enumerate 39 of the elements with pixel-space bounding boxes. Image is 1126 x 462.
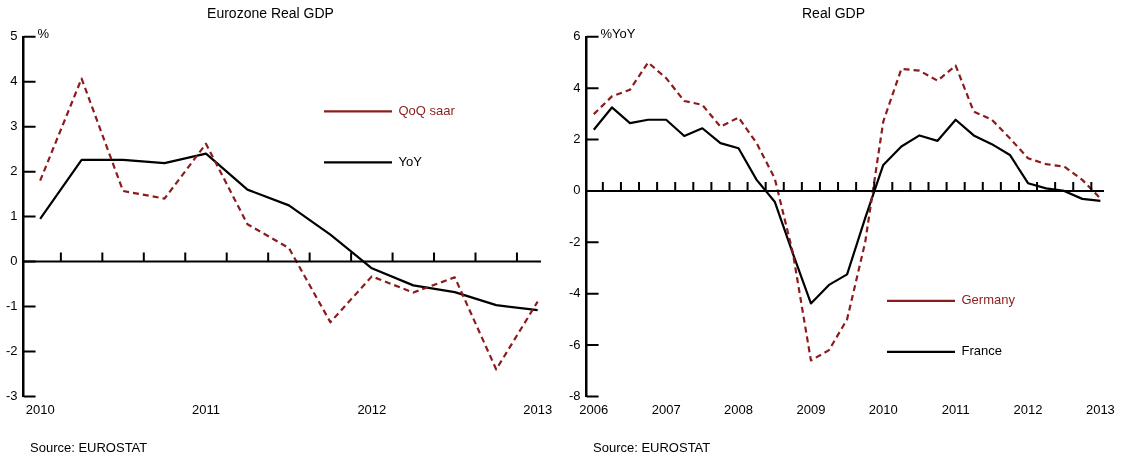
chart-title: Eurozone Real GDP	[207, 5, 334, 22]
x-tick-label: 2011	[941, 401, 970, 417]
y-tick-label: 3	[10, 118, 18, 134]
y-tick-label: -8	[569, 387, 581, 403]
y-tick-label: 4	[10, 73, 18, 89]
chart-title: Real GDP	[801, 5, 866, 22]
x-tick-label: 2006	[579, 401, 609, 417]
y-tick-label: -2	[569, 233, 581, 249]
y-tick-label: 1	[10, 208, 18, 224]
y-tick-label: 4	[573, 79, 581, 95]
y-tick-label: -4	[569, 285, 581, 301]
x-tick-label: 2012	[357, 401, 387, 417]
x-tick-label: 2010	[25, 401, 55, 417]
source-note: Source: EUROSTAT	[30, 440, 148, 455]
text: France	[961, 343, 1002, 359]
y-tick-label: -3	[6, 387, 18, 403]
x-tick-label: 2011	[192, 401, 220, 417]
y-tick-label: 0	[573, 182, 581, 198]
x-tick-label: 2008	[724, 401, 753, 417]
x-tick-label: 2013	[523, 401, 553, 417]
text: QoQ saar	[398, 102, 456, 118]
y-tick-label: 5	[10, 28, 18, 44]
y-tick-label: 2	[573, 131, 581, 147]
x-tick-label: 2013	[1085, 401, 1115, 417]
y-tick-label: -6	[569, 336, 581, 352]
x-tick-label: 2009	[796, 401, 826, 417]
x-tick-label: 2010	[868, 401, 898, 417]
y-tick-label: 6	[573, 28, 581, 44]
text: Germany	[961, 292, 1016, 308]
text: YoY	[398, 153, 423, 169]
source-note: Source: EUROSTAT	[593, 440, 711, 455]
y-tick-label: -1	[6, 298, 18, 314]
y-tick-label: 2	[10, 163, 18, 179]
x-tick-label: 2007	[651, 401, 681, 417]
y-tick-label: -2	[6, 343, 18, 359]
x-tick-label: 2012	[1013, 401, 1043, 417]
y-axis-title: %	[37, 26, 50, 42]
y-tick-label: 0	[10, 253, 18, 269]
y-axis-title: %YoY	[600, 26, 636, 42]
